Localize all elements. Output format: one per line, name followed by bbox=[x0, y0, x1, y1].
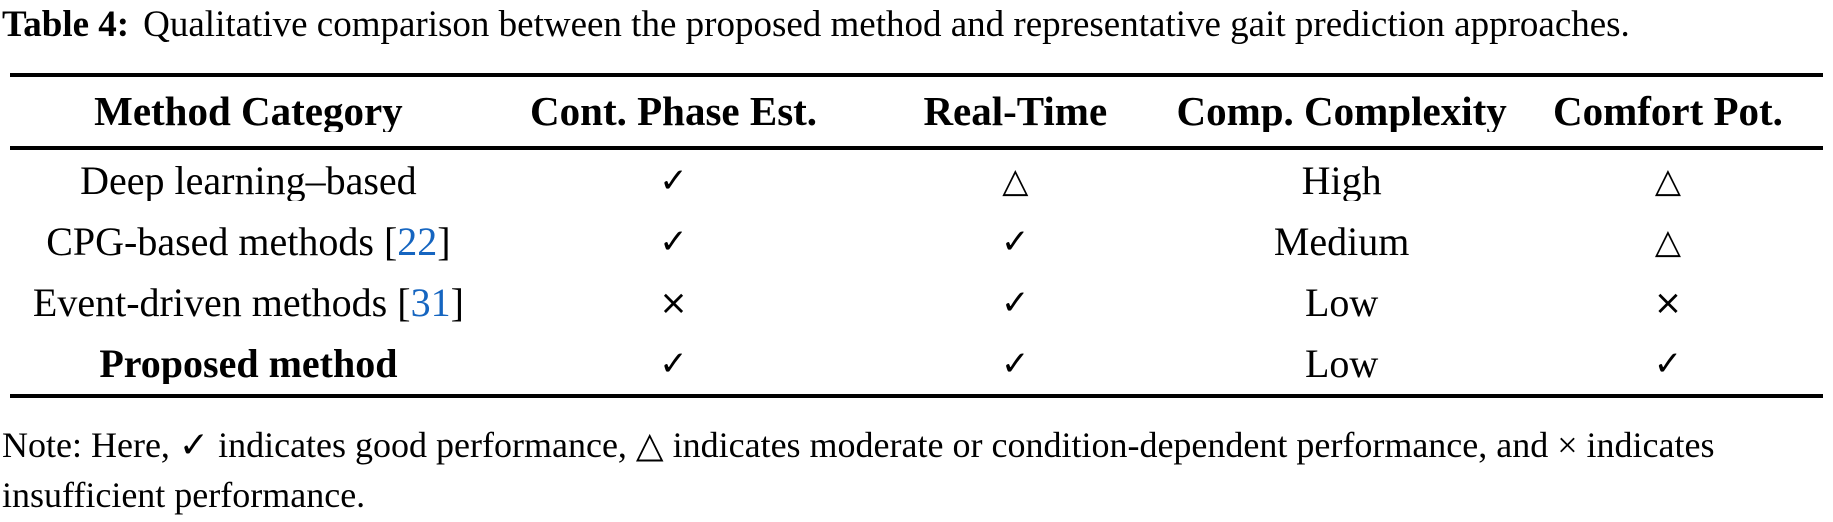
cell-comp-complexity: High bbox=[1301, 160, 1382, 201]
table-row-event-driven: Event-driven methods [31] × ✓ Low × bbox=[10, 272, 1823, 333]
column-header-real-time: Real-Time bbox=[923, 91, 1108, 132]
cell-method-category: Event-driven methods [31] bbox=[10, 283, 487, 323]
method-name-suffix: ] bbox=[437, 221, 451, 262]
cell-comp-complexity: Low bbox=[1304, 282, 1379, 323]
cell-method-category: Proposed method bbox=[10, 344, 487, 384]
cell-comp-complexity: Medium bbox=[1273, 221, 1410, 262]
table-mid-rule bbox=[10, 146, 1823, 150]
method-name: Event-driven methods [ bbox=[32, 282, 411, 323]
cell-cont-phase-est: ✓ bbox=[659, 163, 688, 198]
table-row-proposed-method: Proposed method ✓ ✓ Low ✓ bbox=[10, 333, 1823, 394]
column-header-method-category: Method Category bbox=[94, 91, 403, 132]
table-top-rule bbox=[10, 73, 1823, 77]
cell-real-time: △ bbox=[1002, 163, 1029, 198]
cell-comfort-pot: × bbox=[1653, 285, 1683, 320]
cell-cont-phase-est: × bbox=[659, 285, 688, 320]
cell-real-time: ✓ bbox=[1001, 285, 1030, 320]
cell-comp-complexity: Low bbox=[1304, 343, 1379, 384]
method-name: Deep learning–based bbox=[80, 160, 417, 201]
table-note: Note: Here, ✓ indicates good performance… bbox=[2, 425, 1715, 515]
table-row-deep-learning: Deep learning–based ✓ △ High △ bbox=[10, 150, 1823, 211]
column-header-cont-phase-est: Cont. Phase Est. bbox=[530, 91, 818, 132]
cell-cont-phase-est: ✓ bbox=[659, 224, 688, 259]
table-row-cpg-based: CPG-based methods [22] ✓ ✓ Medium △ bbox=[10, 211, 1823, 272]
citation-link[interactable]: 22 bbox=[397, 221, 438, 262]
method-name: Proposed method bbox=[99, 343, 398, 384]
method-name-suffix: ] bbox=[450, 282, 464, 323]
table-bottom-rule bbox=[10, 394, 1823, 398]
citation-link[interactable]: 31 bbox=[410, 282, 451, 323]
column-header-comfort-pot: Comfort Pot. bbox=[1552, 91, 1783, 132]
cell-method-category: Deep learning–based bbox=[10, 161, 487, 201]
table-caption: Table 4: Qualitative comparison between t… bbox=[2, 3, 1833, 47]
cell-comfort-pot: ✓ bbox=[1653, 346, 1683, 381]
cell-real-time: ✓ bbox=[1001, 346, 1030, 381]
comparison-table: Method Category Cont. Phase Est. Real-Ti… bbox=[10, 73, 1823, 398]
cell-real-time: ✓ bbox=[1001, 224, 1030, 259]
cell-comfort-pot: △ bbox=[1654, 224, 1682, 259]
table-caption-label: Table 4: bbox=[2, 4, 130, 45]
column-header-comp-complexity: Comp. Complexity bbox=[1176, 91, 1507, 132]
method-name: CPG-based methods [ bbox=[46, 221, 398, 262]
table-caption-text: Qualitative comparison between the propo… bbox=[143, 4, 1630, 45]
cell-comfort-pot: △ bbox=[1654, 163, 1682, 198]
table-header-row: Method Category Cont. Phase Est. Real-Ti… bbox=[10, 77, 1823, 146]
cell-cont-phase-est: ✓ bbox=[659, 346, 688, 381]
cell-method-category: CPG-based methods [22] bbox=[10, 222, 487, 262]
